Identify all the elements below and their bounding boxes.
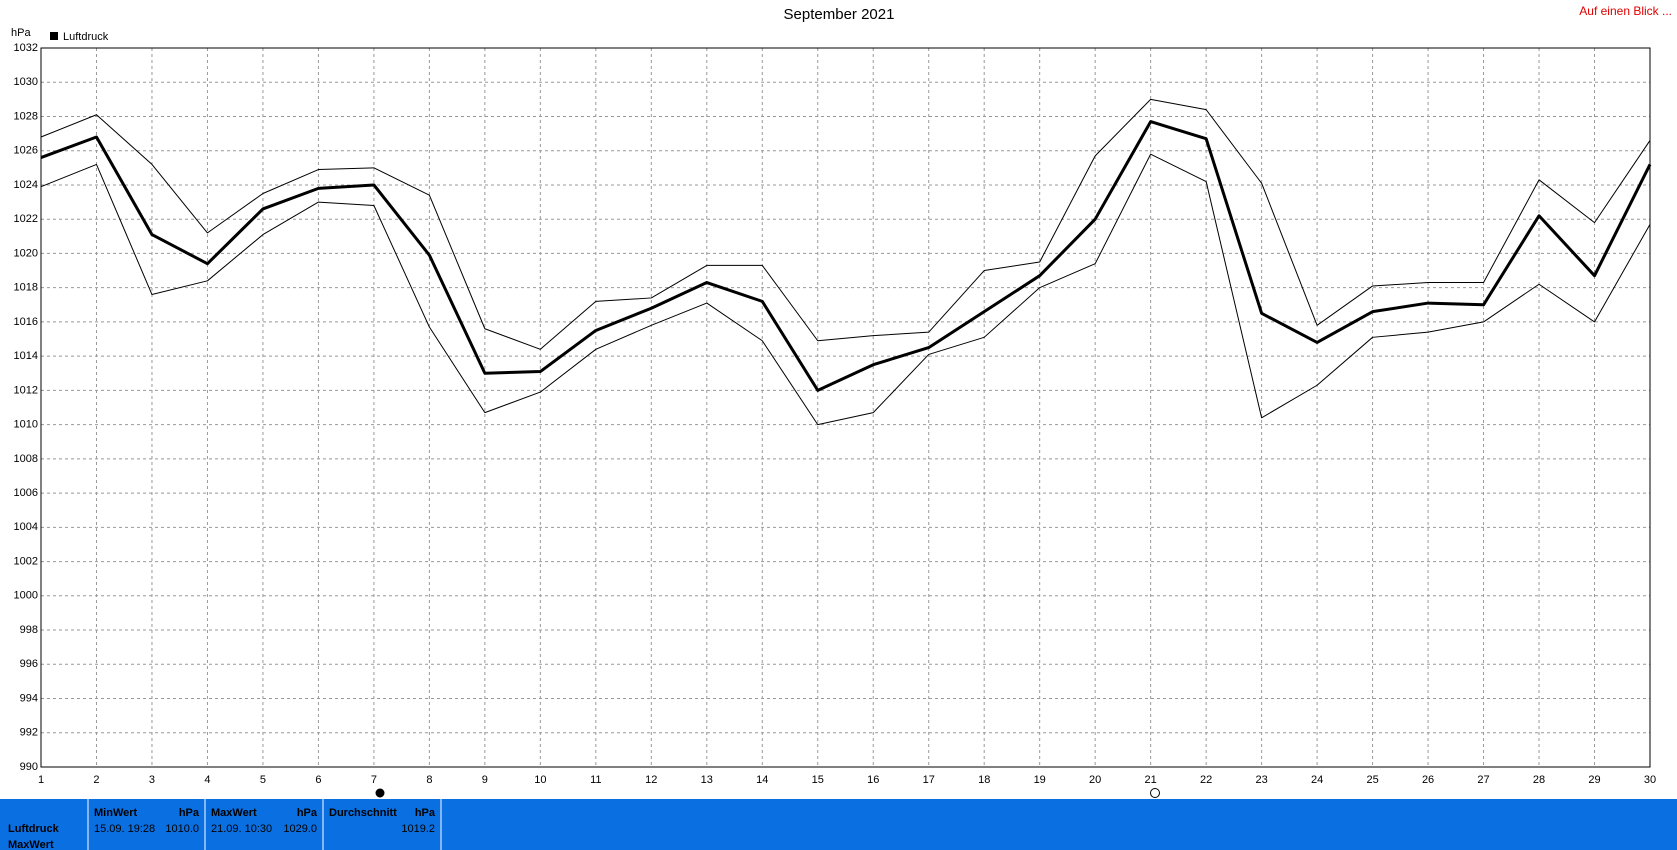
x-tick-label: 26 (1422, 774, 1434, 786)
y-tick-label: 1030 (14, 76, 38, 88)
x-tick-label: 28 (1533, 774, 1545, 786)
x-tick-label: 4 (204, 774, 210, 786)
y-tick-label: 1014 (14, 350, 38, 362)
y-tick-label: 1010 (14, 419, 38, 431)
column-unit: hPa (297, 807, 318, 819)
row-label: MaxWert (8, 839, 54, 850)
column-unit: hPa (415, 807, 436, 819)
column-time: 21.09. 10:30 (211, 823, 272, 835)
column-unit: hPa (179, 807, 200, 819)
x-tick-label: 14 (756, 774, 768, 786)
x-tick-label: 19 (1034, 774, 1046, 786)
chart-title: September 2021 (784, 6, 895, 23)
x-tick-label: 25 (1366, 774, 1378, 786)
series-line (40, 120, 1652, 392)
y-tick-label: 1028 (14, 110, 38, 122)
overview-link[interactable]: Auf einen Blick ... (1579, 4, 1672, 18)
y-tick-label: 1018 (14, 282, 38, 294)
x-tick-label: 15 (812, 774, 824, 786)
column-value: 1029.0 (283, 823, 317, 835)
x-tick-label: 10 (534, 774, 546, 786)
x-tick-label: 21 (1145, 774, 1157, 786)
y-axis-unit: hPa (11, 27, 31, 39)
x-tick-label: 1 (38, 774, 44, 786)
column-title: Durchschnitt (329, 807, 397, 819)
y-tick-label: 1002 (14, 555, 38, 567)
x-tick-label: 8 (426, 774, 432, 786)
series-line (40, 98, 1651, 350)
y-tick-label: 996 (20, 658, 38, 670)
summary-bar (0, 799, 1677, 850)
x-tick-label: 2 (93, 774, 99, 786)
x-tick-label: 22 (1200, 774, 1212, 786)
x-tick-label: 3 (149, 774, 155, 786)
y-tick-label: 1000 (14, 590, 38, 602)
y-tick-label: 1024 (14, 179, 38, 191)
y-tick-label: 1026 (14, 145, 38, 157)
x-tick-label: 18 (978, 774, 990, 786)
y-tick-label: 1016 (14, 316, 38, 328)
column-value: 1010.0 (165, 823, 199, 835)
x-tick-label: 13 (701, 774, 713, 786)
plot-area (40, 47, 1651, 768)
x-tick-label: 29 (1588, 774, 1600, 786)
column-title: MinWert (94, 807, 138, 819)
x-tick-label: 5 (260, 774, 266, 786)
x-tick-label: 16 (867, 774, 879, 786)
plot-border (40, 47, 1651, 768)
series-line (40, 153, 1651, 426)
moon-new (375, 788, 385, 798)
y-tick-label: 994 (20, 692, 38, 704)
x-tick-label: 17 (923, 774, 935, 786)
column-time: 15.09. 19:28 (94, 823, 155, 835)
summary-table: Luftdruck MaxWert MinWert hPa 15.09. 19:28 10… (8, 799, 442, 850)
legend-label: Luftdruck (63, 31, 109, 43)
x-tick-label: 11 (590, 774, 601, 786)
x-tick-label: 30 (1644, 774, 1656, 786)
legend-swatch (50, 32, 58, 40)
column-value: 1019.2 (401, 823, 435, 835)
x-tick-label: 6 (315, 774, 321, 786)
y-tick-label: 1006 (14, 487, 38, 499)
y-tick-label: 1032 (14, 42, 38, 54)
moon-full (1150, 788, 1160, 798)
x-tick-label: 23 (1255, 774, 1267, 786)
y-tick-label: 992 (20, 727, 38, 739)
x-tick-label: 27 (1477, 774, 1489, 786)
y-tick-label: 1020 (14, 247, 38, 259)
y-tick-label: 1022 (14, 213, 38, 225)
x-tick-label: 20 (1089, 774, 1101, 786)
row-label: Luftdruck (8, 823, 60, 835)
column-title: MaxWert (211, 807, 257, 819)
y-tick-label: 998 (20, 624, 38, 636)
x-tick-label: 7 (371, 774, 377, 786)
y-tick-label: 990 (20, 761, 38, 773)
y-tick-label: 1012 (14, 384, 38, 396)
x-tick-label: 12 (645, 774, 657, 786)
y-tick-label: 1008 (14, 453, 38, 465)
y-tick-label: 1004 (14, 521, 38, 533)
x-tick-label: 9 (482, 774, 488, 786)
x-tick-label: 24 (1311, 774, 1323, 786)
